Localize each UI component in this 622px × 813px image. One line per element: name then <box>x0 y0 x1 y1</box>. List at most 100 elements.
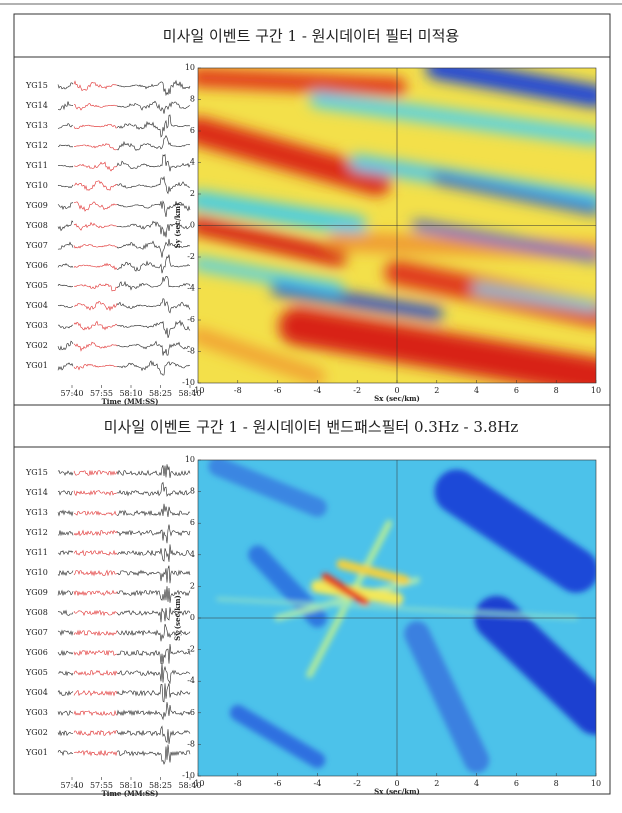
trace-highlight <box>73 589 118 597</box>
trace-highlight <box>73 549 118 556</box>
heatmap-band <box>474 595 596 735</box>
heatmap-band <box>336 559 410 585</box>
trace-highlight <box>73 262 118 271</box>
trace <box>57 360 191 376</box>
x-tick-label: 0 <box>394 779 399 788</box>
station-label: YG05 <box>25 668 48 677</box>
panel-title: 미사일 이벤트 구간 1 - 원시데이터 밴드패스필터 0.3Hz - 3.8H… <box>104 418 519 436</box>
x-tick-label: -10 <box>192 779 205 788</box>
trace-highlight <box>73 201 118 212</box>
station-label: YG15 <box>25 81 48 90</box>
y-tick-label: 6 <box>190 518 195 527</box>
y-tick-label: 4 <box>190 158 195 167</box>
station-label: YG07 <box>25 241 48 250</box>
trace-highlight <box>73 569 118 577</box>
y-tick-label: 8 <box>190 487 195 496</box>
trace <box>57 220 191 238</box>
heatmap-band <box>271 282 444 321</box>
trace-highlight <box>73 103 118 111</box>
heatmap-band <box>208 460 327 517</box>
y-tick-label: 10 <box>185 455 195 464</box>
trace-highlight <box>73 729 118 736</box>
panel-title: 미사일 이벤트 구간 1 - 원시데이터 필터 미적용 <box>163 27 459 45</box>
x-tick-label: -4 <box>314 386 322 395</box>
trace <box>57 298 191 314</box>
station-label: YG15 <box>25 468 48 477</box>
y-axis-label: Sy (sec/km) <box>173 203 182 249</box>
trace-highlight <box>74 143 118 151</box>
y-tick-label: 6 <box>190 126 195 135</box>
time-tick-label: 57:55 <box>90 389 113 398</box>
y-tick-label: -8 <box>187 739 195 748</box>
station-label: YG08 <box>25 608 48 617</box>
time-tick-label: 58:25 <box>149 781 172 790</box>
time-tick-label: 58:25 <box>149 389 172 398</box>
x-tick-label: 8 <box>554 779 559 788</box>
trace-highlight <box>73 609 118 617</box>
trace <box>57 725 191 744</box>
station-label: YG07 <box>25 628 48 637</box>
y-tick-label: -6 <box>187 315 195 324</box>
x-tick-label: 2 <box>434 386 439 395</box>
trace-highlight <box>73 629 118 637</box>
trace <box>57 275 191 291</box>
heatmap-band <box>432 173 596 215</box>
heatmap-band <box>198 256 344 295</box>
time-tick-label: 57:40 <box>60 781 83 790</box>
station-label: YG08 <box>25 221 48 230</box>
station-label: YG02 <box>25 341 48 350</box>
trace <box>57 607 191 623</box>
trace <box>57 200 191 217</box>
trace-highlight <box>73 669 118 676</box>
x-tick-label: -8 <box>234 386 242 395</box>
station-label: YG14 <box>25 488 48 497</box>
x-tick-label: 4 <box>474 386 479 395</box>
heatmap-band <box>425 68 596 108</box>
trace <box>57 565 191 584</box>
heatmap-band <box>198 216 347 267</box>
frame <box>13 13 611 795</box>
trace-highlight <box>73 689 118 697</box>
trace <box>57 701 191 721</box>
heatmap-band <box>198 68 407 97</box>
trace-highlight <box>73 469 118 476</box>
trace <box>57 744 191 765</box>
x-tick-label: -6 <box>274 779 282 788</box>
station-label: YG12 <box>25 141 48 150</box>
station-label: YG10 <box>25 568 48 577</box>
time-axis-label: Time (MM:SS) <box>102 789 159 798</box>
heatmap-bands <box>208 460 596 773</box>
time-tick-label: 57:40 <box>60 389 83 398</box>
x-tick-label: -2 <box>353 386 361 395</box>
y-tick-label: -4 <box>187 676 195 685</box>
heatmap-band <box>278 307 596 383</box>
y-tick-label: -2 <box>187 252 195 261</box>
trace-highlight <box>73 709 118 717</box>
x-tick-label: 8 <box>554 386 559 395</box>
x-axis-label: Sx (sec/km) <box>374 394 420 403</box>
trace <box>57 663 191 685</box>
trace <box>57 238 191 258</box>
x-axis-label: Sx (sec/km) <box>374 787 420 796</box>
trace <box>57 464 191 478</box>
time-tick-label: 58:40 <box>178 389 201 398</box>
x-tick-label: -10 <box>192 386 205 395</box>
station-label: YG03 <box>25 708 48 717</box>
y-tick-label: 10 <box>185 63 195 72</box>
y-tick-label: 8 <box>190 95 195 104</box>
trace-highlight <box>73 649 118 656</box>
y-tick-label: -10 <box>182 378 195 387</box>
trace <box>57 481 191 497</box>
time-axis-label: Time (MM:SS) <box>102 397 159 406</box>
trace <box>57 175 191 195</box>
station-label: YG09 <box>25 201 48 210</box>
trace <box>58 135 191 151</box>
y-tick-label: -2 <box>187 645 195 654</box>
trace <box>57 544 191 562</box>
trace <box>57 586 191 603</box>
trace <box>57 643 191 665</box>
trace <box>57 153 191 172</box>
station-label: YG13 <box>25 121 48 130</box>
trace <box>57 254 191 274</box>
